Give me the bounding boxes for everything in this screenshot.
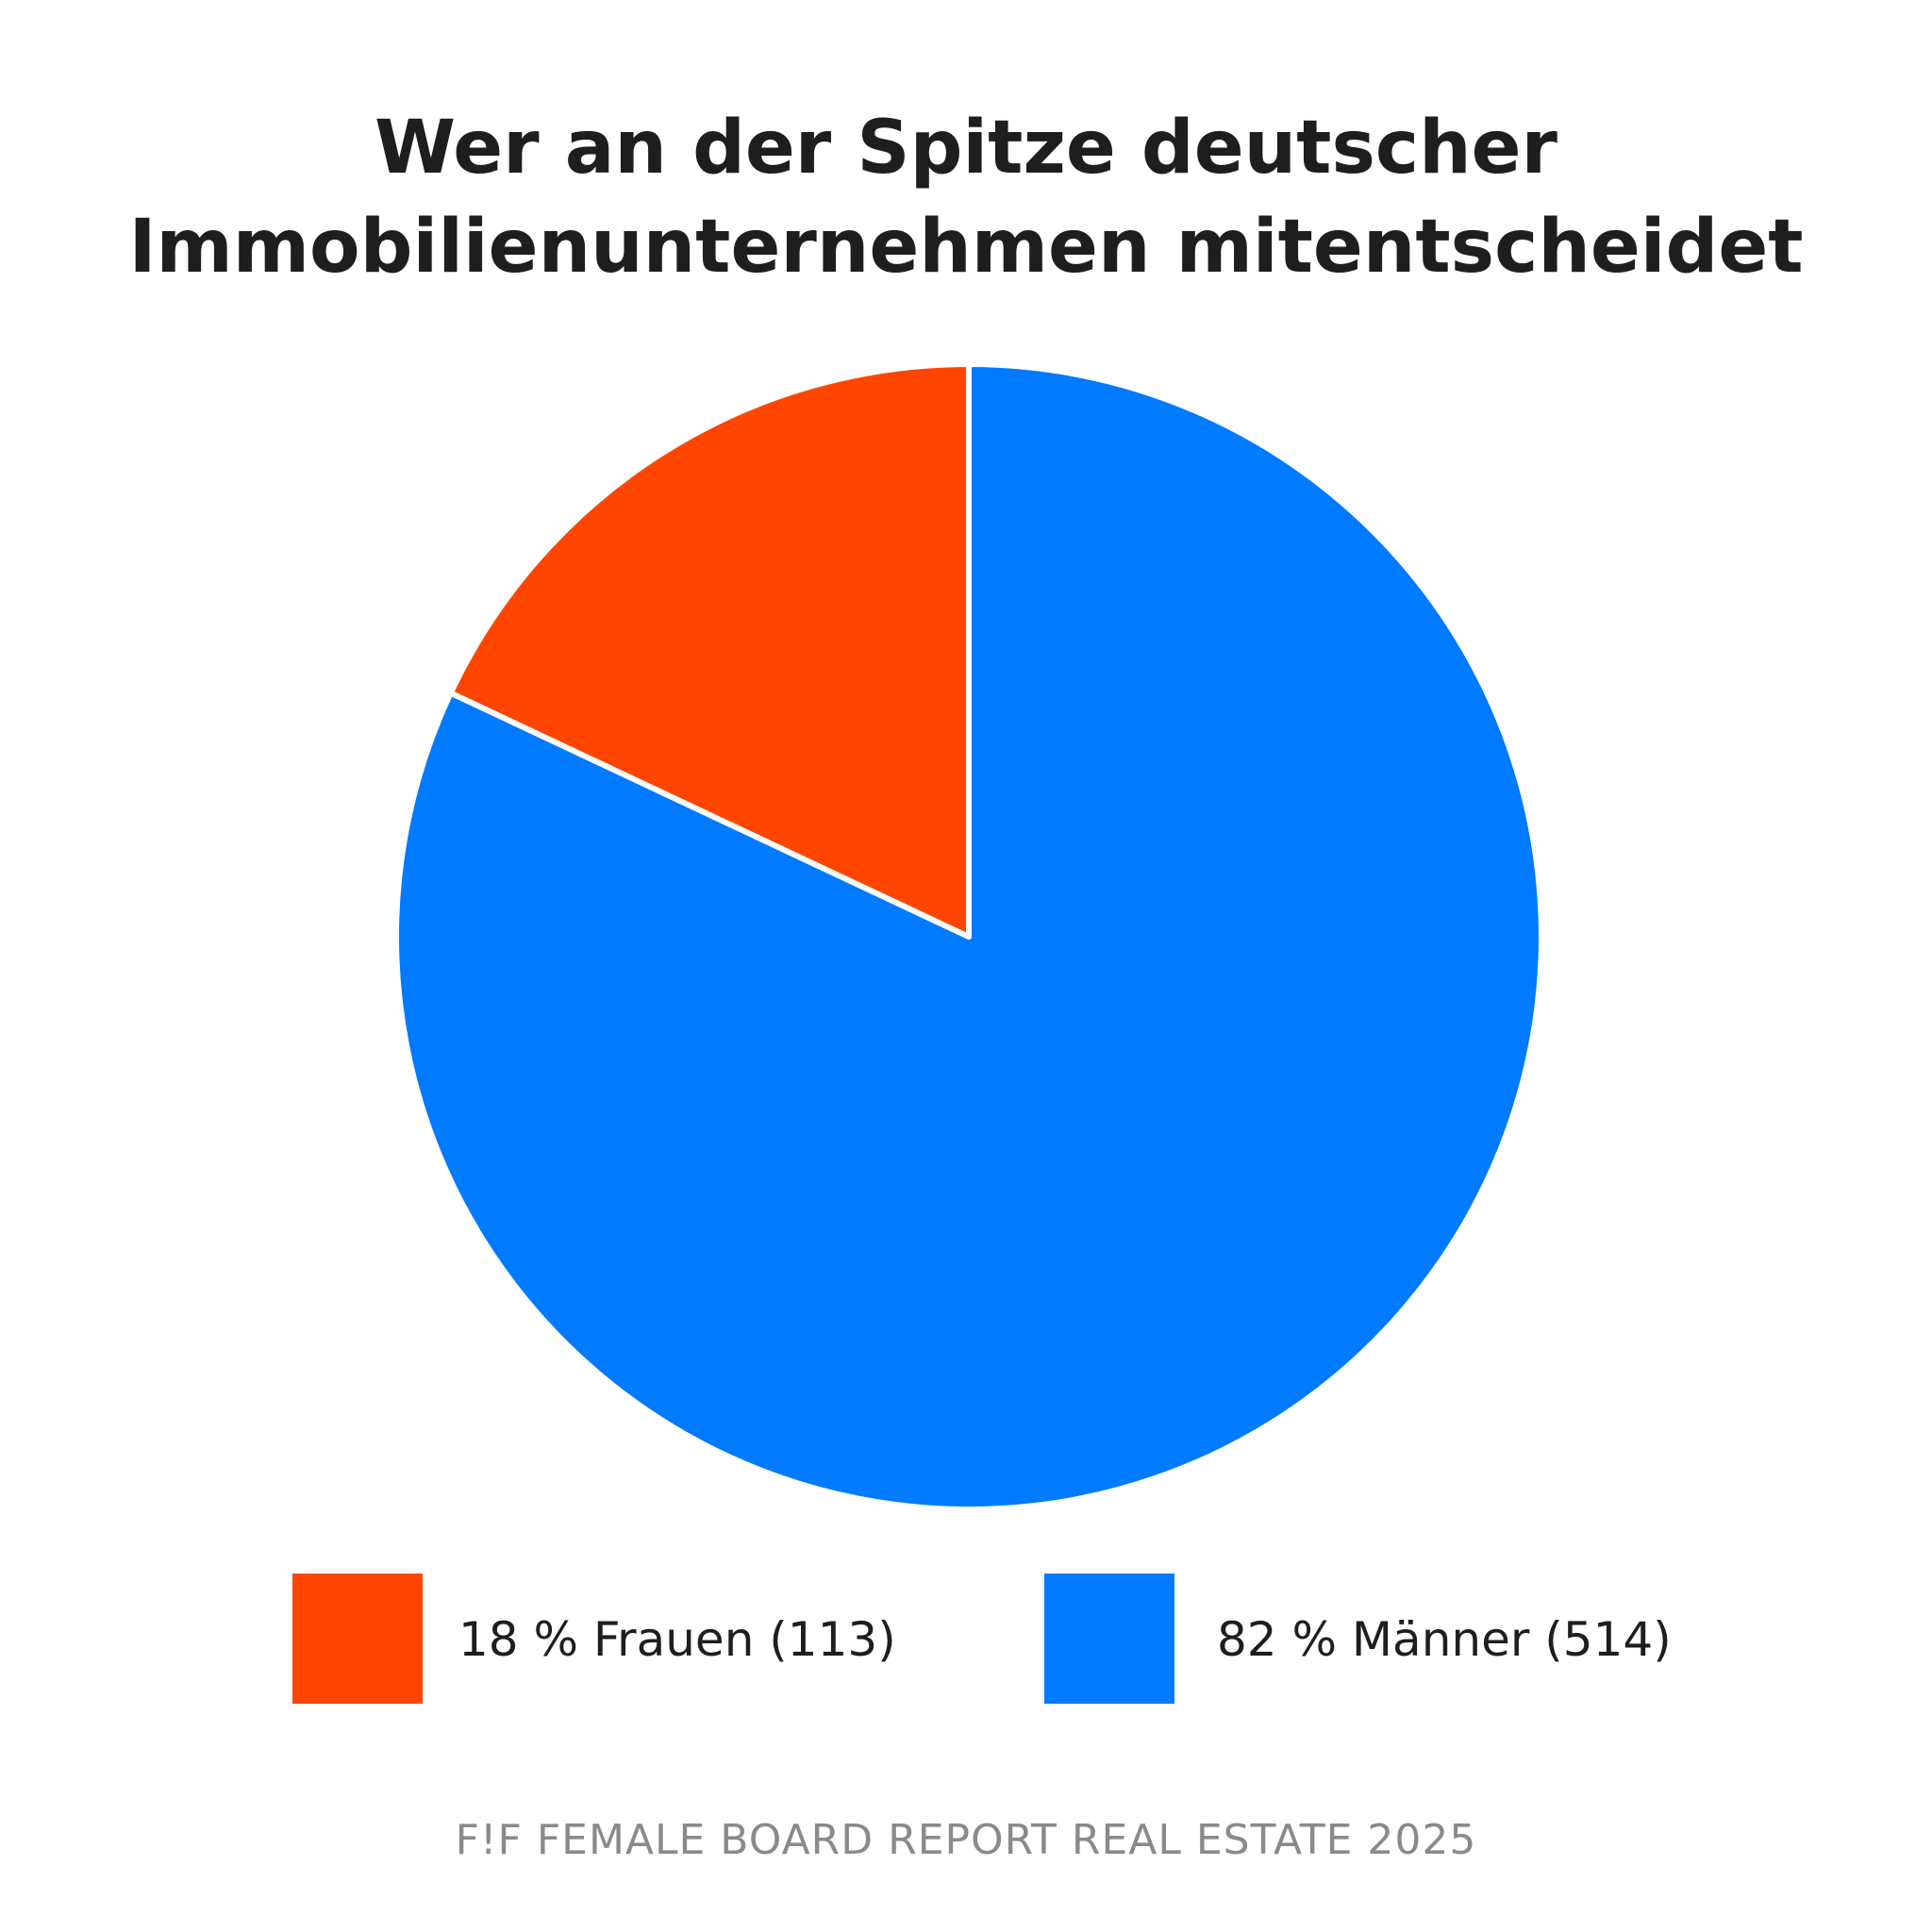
chart-title-line-1: Wer an der Spitze deutscher <box>374 106 1558 191</box>
legend-label-maenner: 82 % Männer (514) <box>1217 1612 1672 1667</box>
chart-title-line-2: Immobilienunternehmen mitentscheidet <box>128 205 1804 290</box>
pie-slice-frauen <box>447 361 972 940</box>
legend-swatch-maenner <box>1044 1574 1174 1704</box>
legend-swatch-frauen <box>292 1574 423 1704</box>
source-footer: F!F FEMALE BOARD REPORT REAL ESTATE 2025 <box>455 1816 1477 1864</box>
chart-title: Wer an der Spitze deutscher Immobilienun… <box>0 99 1932 297</box>
legend-label-frauen: 18 % Frauen (113) <box>458 1612 896 1667</box>
pie-slice-maenner <box>393 361 1544 1512</box>
